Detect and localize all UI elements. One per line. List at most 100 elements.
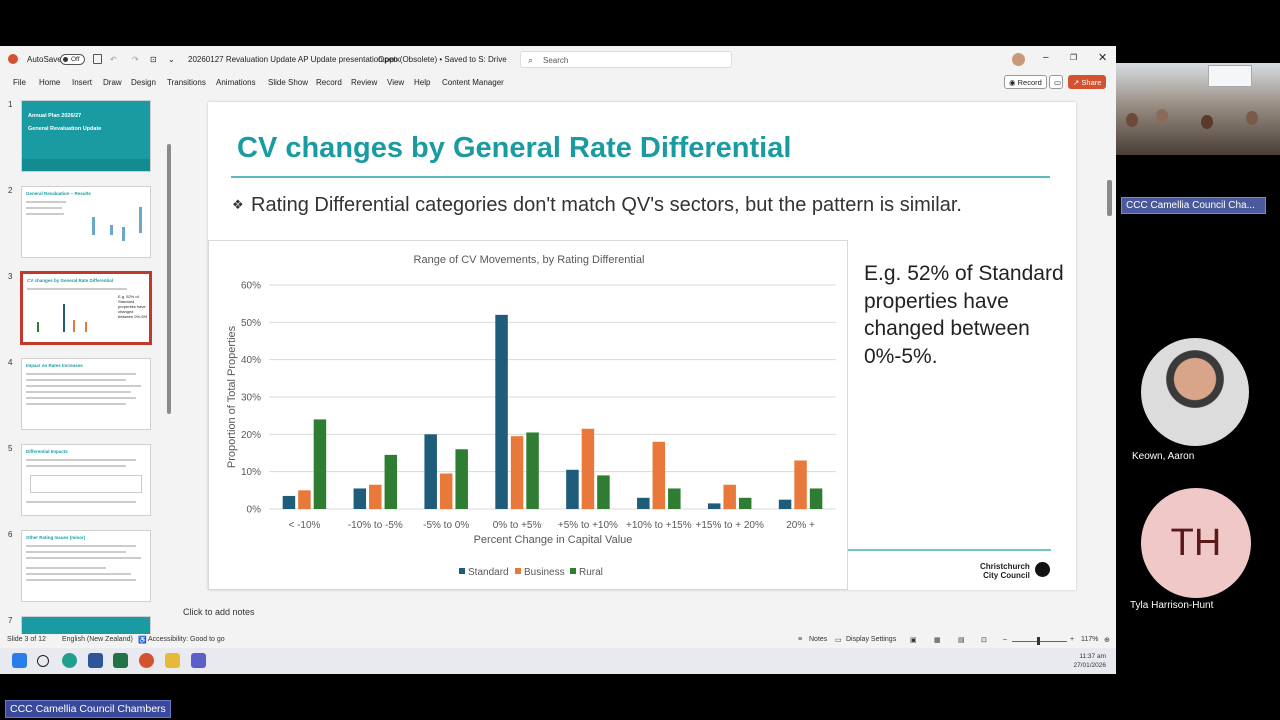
undo-icon[interactable]: ↶	[110, 55, 117, 64]
bar-standard	[424, 434, 437, 509]
thumb-number: 6	[8, 530, 13, 539]
normal-view-icon[interactable]: ▣	[910, 637, 917, 644]
bar-business	[510, 436, 524, 509]
thumbnail-slide-2[interactable]: General Revaluation – Results	[21, 186, 151, 258]
participant-avatar-th[interactable]: TH	[1141, 488, 1251, 598]
callout-text[interactable]: E.g. 52% of Standard properties have cha…	[864, 262, 1064, 368]
notes-pane[interactable]: Click to add notes	[175, 601, 1115, 631]
search-icon: ⌕	[528, 55, 534, 65]
file-explorer-icon[interactable]	[165, 653, 180, 668]
restore-icon[interactable]: ❐	[1070, 53, 1078, 62]
search-placeholder: Search	[543, 56, 569, 65]
edge-icon[interactable]	[62, 653, 77, 668]
zoom-level[interactable]: 117%	[1081, 636, 1099, 643]
bar-standard	[495, 314, 508, 509]
bar-standard	[778, 499, 792, 509]
menu-review[interactable]: Review	[351, 78, 378, 87]
slide-sorter-icon[interactable]: ▦	[934, 637, 941, 644]
x-tick-label: 20% +	[786, 520, 815, 531]
thumb-title: Differential Impacts	[26, 449, 68, 454]
menu-insert[interactable]: Insert	[72, 78, 93, 87]
thumbnail-slide-5[interactable]: Differential Impacts	[21, 444, 151, 516]
powerpoint-taskbar-icon[interactable]	[139, 653, 154, 668]
avatar[interactable]	[1012, 53, 1025, 66]
file-status[interactable]: Open (Obsolete) • Saved to S: Drive	[378, 55, 507, 64]
bar-rural	[313, 419, 327, 509]
zoom-out-icon[interactable]: –	[1003, 636, 1007, 643]
notes-icon: ≡	[798, 636, 803, 643]
thumbnail-slide-6[interactable]: Other Rating Issues (minor)	[21, 530, 151, 602]
slide-title[interactable]: CV changes by General Rate Differential	[237, 132, 792, 164]
menu-transitions[interactable]: Transitions	[167, 78, 206, 87]
menu-design[interactable]: Design	[131, 78, 156, 87]
legend-label-business: Business	[524, 567, 565, 578]
excel-icon[interactable]	[113, 653, 128, 668]
thumb-number: 2	[8, 186, 13, 195]
thumbnails-scrollbar[interactable]	[167, 144, 171, 414]
redo-icon[interactable]: ↷	[132, 55, 139, 64]
minimize-icon[interactable]: –	[1043, 52, 1049, 63]
thumb-number: 3	[8, 272, 13, 281]
accessibility-status[interactable]: Accessibility: Good to go	[148, 636, 225, 643]
bar-rural	[384, 454, 398, 509]
customize-icon[interactable]: ⌄	[168, 55, 175, 64]
participant-name-tyla: Tyla Harrison-Hunt	[1130, 600, 1214, 611]
fit-slide-icon[interactable]: ⊕	[1104, 637, 1110, 644]
notes-placeholder: Click to add notes	[183, 607, 255, 617]
comments-icon[interactable]: ▭	[1049, 75, 1063, 89]
chamber-video-feed[interactable]	[1116, 63, 1280, 155]
display-settings-button[interactable]: Display Settings	[846, 636, 897, 643]
thumb-subtitle: General Revaluation Update	[28, 126, 102, 132]
menu-draw[interactable]: Draw	[103, 78, 122, 87]
zoom-in-icon[interactable]: +	[1070, 636, 1075, 643]
search-box[interactable]: ⌕ Search	[520, 51, 732, 68]
thumbnail-slide-4[interactable]: Impact on Rates Increases	[21, 358, 151, 430]
teams-icon[interactable]	[191, 653, 206, 668]
thumbnail-slide-3[interactable]: CV changes by General Rate Differential …	[20, 271, 152, 345]
slide-canvas[interactable]: CV changes by General Rate Differential …	[208, 102, 1076, 590]
slide-bullet-text[interactable]: Rating Differential categories don't mat…	[251, 194, 962, 216]
x-tick-label: +10% to +15%	[626, 520, 692, 531]
powerpoint-window: AutoSave Off ↶ ↷ ⊡ ⌄ 20260127 Revaluatio…	[0, 46, 1116, 674]
system-clock[interactable]: 11:37 am 27/01/2026	[1073, 652, 1106, 670]
legend-label-standard: Standard	[468, 567, 509, 578]
word-icon[interactable]	[88, 653, 103, 668]
thumbnail-slide-1[interactable]: Annual Plan 2026/27 General Revaluation …	[21, 100, 151, 172]
menu-home[interactable]: Home	[39, 78, 61, 87]
menu-content-manager[interactable]: Content Manager	[442, 78, 504, 87]
save-icon[interactable]	[93, 54, 102, 64]
menu-help[interactable]: Help	[414, 78, 431, 87]
logo-line-1: Christchurch	[980, 562, 1030, 571]
ribbon-tabs: File Home Insert Draw Design Transitions Anima…	[0, 74, 1116, 92]
search-icon[interactable]	[37, 655, 49, 667]
menu-slide-show[interactable]: Slide Show	[268, 78, 309, 87]
autosave-toggle[interactable]: Off	[60, 54, 85, 65]
notes-button[interactable]: Notes	[809, 636, 828, 643]
main-scrollbar[interactable]	[1107, 180, 1112, 216]
windows-start-icon[interactable]	[12, 653, 27, 668]
thumbnail-slide-7[interactable]	[21, 616, 151, 634]
bar-rural	[597, 475, 610, 509]
menu-record[interactable]: Record	[316, 78, 342, 87]
record-icon: ◉	[1009, 78, 1016, 87]
language-indicator[interactable]: English (New Zealand)	[62, 636, 133, 643]
y-tick-label: 20%	[241, 430, 261, 441]
menu-file[interactable]: File	[13, 78, 26, 87]
participant-photo-keown[interactable]	[1141, 338, 1249, 446]
bar-standard	[353, 488, 367, 509]
chart-container[interactable]: 0% 10% 20% 30% 40% 50% 60% < -10% -10% to -5% -5%…	[208, 240, 848, 590]
share-button[interactable]: ↗ Share	[1068, 75, 1107, 89]
bar-rural	[738, 497, 752, 509]
close-icon[interactable]: ✕	[1098, 52, 1108, 64]
present-icon[interactable]: ⊡	[150, 55, 157, 64]
record-button[interactable]: ◉ Record	[1004, 75, 1047, 89]
slideshow-icon[interactable]: ⊡	[981, 637, 987, 644]
windows-taskbar: 11:37 am 27/01/2026	[0, 648, 1116, 674]
autosave-label: AutoSave	[27, 55, 62, 64]
zoom-slider-thumb[interactable]	[1037, 637, 1040, 645]
menu-animations[interactable]: Animations	[216, 78, 256, 87]
menu-view[interactable]: View	[387, 78, 405, 87]
clock-time: 11:37 am	[1079, 653, 1106, 660]
reading-view-icon[interactable]: ▤	[958, 637, 965, 644]
share-label: Share	[1081, 78, 1102, 87]
